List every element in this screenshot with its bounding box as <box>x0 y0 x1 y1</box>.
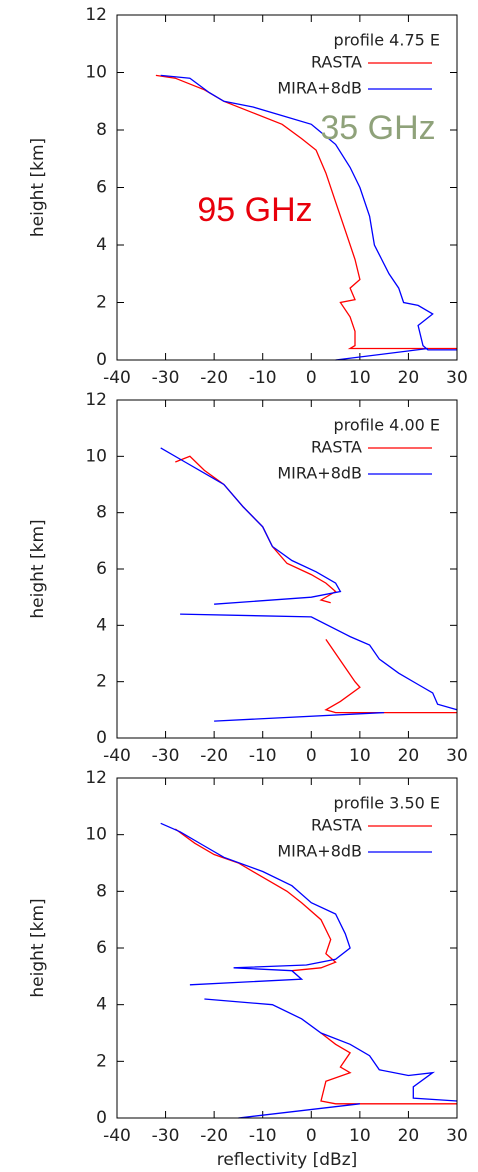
profile-line <box>175 455 457 714</box>
y-tick-label: 10 <box>85 446 107 466</box>
x-tick-label: 20 <box>398 368 420 388</box>
y-tick-label: 6 <box>96 938 107 958</box>
x-tick-label: 10 <box>349 746 371 766</box>
legend-label: RASTA <box>311 816 362 835</box>
y-tick-label: 2 <box>96 293 107 313</box>
x-axis-label: reflectivity [dBz] <box>217 1150 358 1170</box>
profile-line <box>160 822 458 1119</box>
y-tick-label: 8 <box>96 503 107 523</box>
y-tick-label: 2 <box>96 672 107 692</box>
legend-title: profile 4.00 E <box>334 416 440 435</box>
y-tick-label: 6 <box>96 559 107 579</box>
legend-label: MIRA+8dB <box>277 842 362 861</box>
plot-frame <box>116 14 458 361</box>
x-tick-label: -30 <box>152 368 180 388</box>
x-tick-label: -30 <box>152 1126 180 1146</box>
y-tick-label: 8 <box>96 881 107 901</box>
legend-label: MIRA+8dB <box>277 79 362 98</box>
x-tick-label: -40 <box>103 1126 131 1146</box>
x-tick-label: 10 <box>349 1126 371 1146</box>
x-tick-label: -20 <box>200 368 228 388</box>
y-tick-label: 0 <box>96 1108 107 1128</box>
x-tick-label: -10 <box>249 746 277 766</box>
legend-label: RASTA <box>311 438 362 457</box>
x-tick-label: 0 <box>306 368 317 388</box>
y-tick-label: 0 <box>96 728 107 748</box>
x-tick-label: 0 <box>306 1126 317 1146</box>
x-tick-label: 30 <box>446 746 468 766</box>
x-tick-label: 30 <box>446 1126 468 1146</box>
y-tick-label: 12 <box>85 390 107 410</box>
x-tick-label: -30 <box>152 746 180 766</box>
y-tick-label: 10 <box>85 63 107 83</box>
x-tick-label: 0 <box>306 746 317 766</box>
legend-title: profile 4.75 E <box>334 31 440 50</box>
y-tick-label: 10 <box>85 825 107 845</box>
x-tick-label: -40 <box>103 746 131 766</box>
profile-line <box>160 447 458 722</box>
y-tick-label: 4 <box>96 995 107 1015</box>
y-axis-label: height [km] <box>28 898 48 997</box>
y-tick-label: 6 <box>96 178 107 198</box>
annotation: 35 GHz <box>320 109 435 147</box>
plot-frame <box>116 777 458 1119</box>
y-tick-label: 8 <box>96 120 107 140</box>
y-tick-label: 2 <box>96 1051 107 1071</box>
plot-frame <box>116 399 458 739</box>
legend-label: MIRA+8dB <box>277 464 362 483</box>
profile-line <box>160 74 457 361</box>
y-tick-label: 4 <box>96 235 107 255</box>
y-axis-label: height [km] <box>28 138 48 237</box>
x-tick-label: 20 <box>398 1126 420 1146</box>
profile-line <box>155 74 457 350</box>
profile-line <box>174 828 457 1105</box>
y-tick-label: 12 <box>85 5 107 25</box>
x-tick-label: -10 <box>249 368 277 388</box>
x-tick-label: 10 <box>349 368 371 388</box>
x-tick-label: -40 <box>103 368 131 388</box>
x-tick-label: -20 <box>200 1126 228 1146</box>
x-tick-label: -10 <box>249 1126 277 1146</box>
x-tick-label: 30 <box>446 368 468 388</box>
x-tick-label: -20 <box>200 746 228 766</box>
y-tick-label: 12 <box>85 768 107 788</box>
x-tick-label: 20 <box>398 746 420 766</box>
y-axis-label: height [km] <box>28 519 48 618</box>
y-tick-label: 4 <box>96 615 107 635</box>
annotation: 95 GHz <box>197 191 312 229</box>
y-tick-label: 0 <box>96 350 107 370</box>
legend-title: profile 3.50 E <box>334 794 440 813</box>
legend-label: RASTA <box>311 53 362 72</box>
